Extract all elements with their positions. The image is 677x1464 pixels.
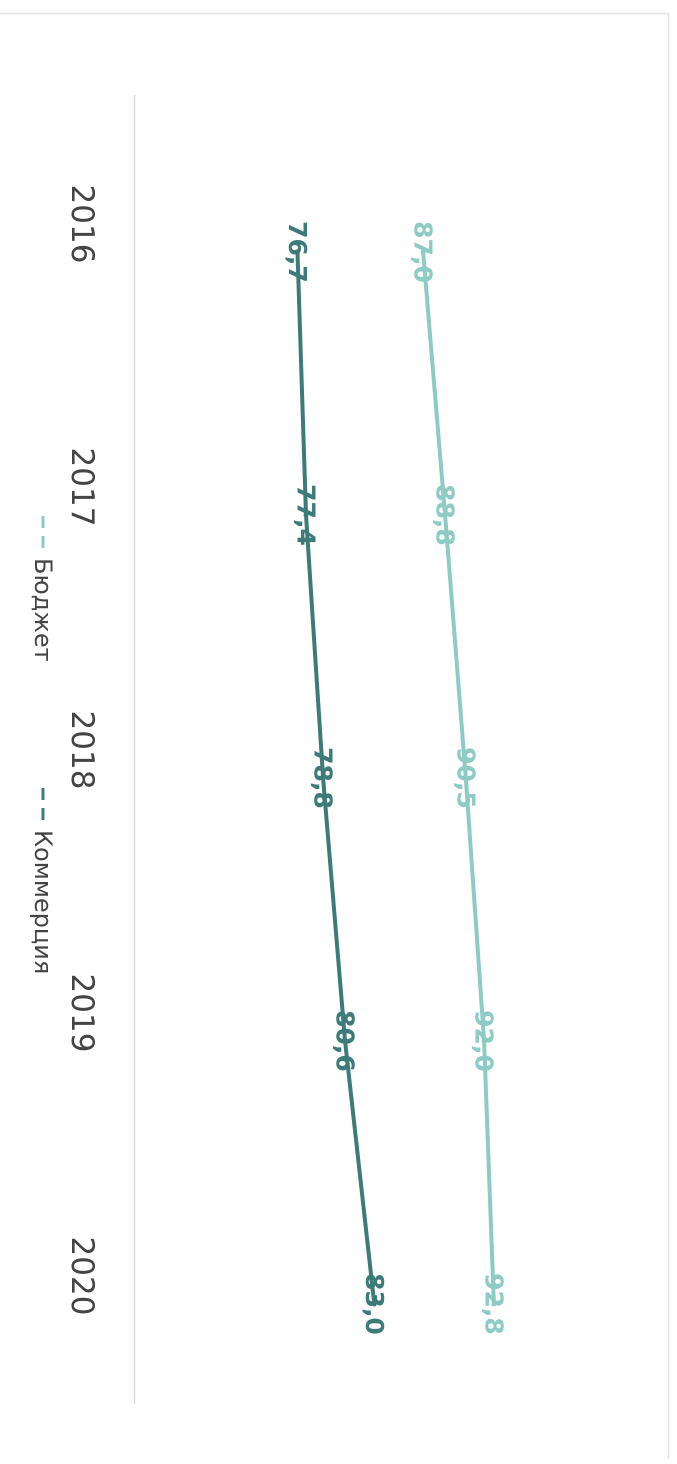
data-label-1-4: 83,0	[360, 1273, 389, 1335]
data-label-0-2: 90,5	[451, 747, 480, 809]
legend: Бюджет Коммерция	[29, 516, 57, 974]
data-label-0-4: 92,8	[479, 1273, 508, 1335]
data-point-0-3	[481, 1038, 487, 1044]
data-label-0-0: 87,0	[409, 221, 438, 283]
data-point-1-4	[371, 1301, 377, 1307]
data-label-1-2: 78,8	[309, 747, 338, 809]
category-tick-labels: 2016 2017 2018 2019 2020	[64, 185, 100, 1316]
category-tick-label-1: 2017	[64, 448, 100, 527]
data-point-0-0	[420, 249, 426, 255]
category-tick-label-0: 2016	[64, 185, 100, 264]
data-point-1-3	[342, 1038, 348, 1044]
data-label-1-0: 76,7	[283, 221, 312, 283]
series-layer: 87,0 88,8 90,5 92,0 92,8 76,7 77,4 78,8 80,6 83,0	[283, 221, 508, 1335]
data-label-1-3: 80,6	[331, 1010, 360, 1072]
legend-label-0: Бюджет	[29, 558, 57, 662]
category-tick-label-2: 2018	[64, 711, 100, 790]
chart-frame	[0, 13, 669, 1459]
data-label-0-3: 92,0	[470, 1010, 499, 1072]
category-tick-label-4: 2020	[64, 1237, 100, 1316]
data-point-1-1	[303, 512, 309, 518]
data-label-0-1: 88,8	[431, 484, 460, 546]
legend-label-1: Коммерция	[29, 830, 57, 974]
category-tick-label-3: 2019	[64, 974, 100, 1053]
data-point-0-1	[442, 512, 448, 518]
data-point-1-2	[320, 775, 326, 781]
data-point-1-0	[294, 249, 300, 255]
data-point-0-2	[463, 775, 469, 781]
data-label-1-1: 77,4	[292, 484, 321, 546]
data-point-0-4	[491, 1301, 497, 1307]
